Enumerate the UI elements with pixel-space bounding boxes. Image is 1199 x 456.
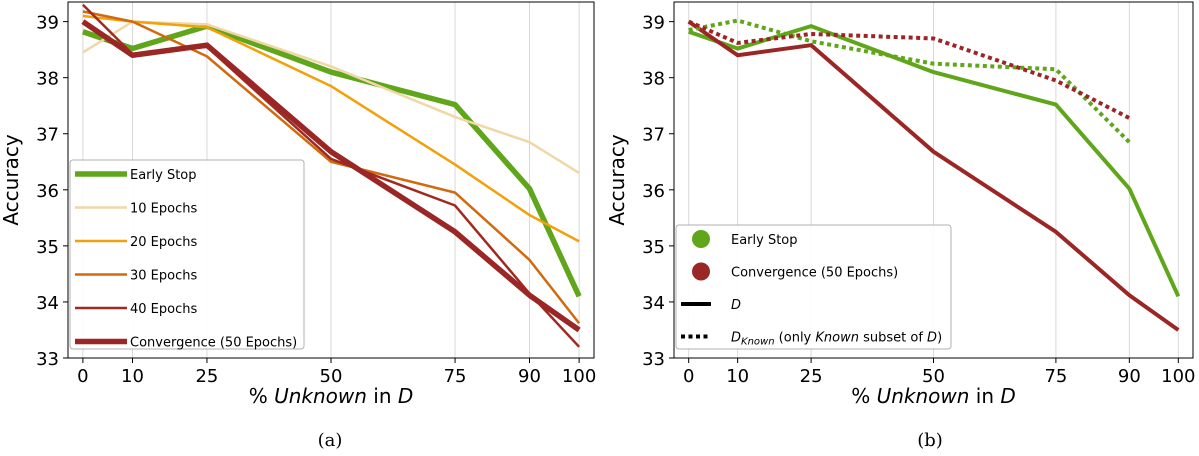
y-tick-label: 35 — [36, 237, 59, 258]
legend-label: 20 Epochs — [130, 235, 197, 250]
series-line — [688, 18, 1131, 144]
x-tick-label: 100 — [1161, 366, 1195, 387]
panel-caption: (a) — [318, 430, 343, 451]
y-axis-label: Accuracy — [0, 134, 23, 225]
y-tick-label: 39 — [36, 13, 59, 34]
y-tick-label: 39 — [642, 13, 665, 34]
y-axis-label: Accuracy — [605, 134, 629, 225]
y-tick-label: 35 — [642, 237, 665, 258]
x-tick-label: 0 — [77, 366, 88, 387]
y-tick-label: 37 — [36, 125, 59, 146]
legend: Early Stop 10 Epochs 20 Epochs 30 Epochs 40 … — [69, 159, 305, 351]
x-tick-label: 50 — [320, 366, 343, 387]
series-line — [688, 24, 1181, 298]
series-line — [81, 19, 581, 333]
chart-panel-b: 33 34 35 36 37 38 39 0 10 25 50 75 90 100 Accuracy % Un… — [605, 1, 1195, 451]
y-tick-label: 38 — [36, 69, 59, 90]
y-tick-label: 36 — [642, 181, 665, 202]
x-tick-label: 75 — [444, 366, 467, 387]
legend-label: 30 Epochs — [130, 269, 197, 284]
legend-box — [675, 224, 952, 350]
x-tick-label: 10 — [121, 366, 144, 387]
x-tick-label: 90 — [1118, 366, 1141, 387]
x-axis-label: % Unknown in D — [249, 384, 414, 408]
series-line — [82, 23, 582, 298]
y-tick-label: 33 — [36, 349, 59, 370]
x-tick-label: 10 — [726, 366, 749, 387]
y-tick-label: 36 — [36, 181, 59, 202]
x-tick-label: 25 — [800, 366, 823, 387]
x-axis-label: % Unknown in D — [851, 384, 1016, 408]
legend-label: 10 Epochs — [130, 202, 197, 217]
y-tick-label: 34 — [36, 293, 59, 314]
legend-swatch — [692, 262, 710, 281]
y-tick-label: 33 — [642, 349, 665, 370]
y-tick-label: 34 — [642, 293, 665, 314]
legend-label: Early Stop — [731, 233, 798, 248]
chart-panel-a: 33 34 35 36 37 38 39 0 10 25 50 75 90 100 Accuracy % Un… — [0, 1, 596, 451]
legend-label: Convergence (50 Epochs) — [731, 266, 898, 281]
legend: Early Stop Convergence (50 Epochs) D DKnown… — [675, 224, 952, 350]
series-line — [687, 19, 1180, 332]
x-tick-label: 100 — [562, 366, 596, 387]
legend-label: Early Stop — [130, 168, 197, 183]
legend-label: 40 Epochs — [130, 302, 197, 317]
legend-label: DKnown (only Known subset of D) — [731, 331, 942, 348]
x-tick-label: 25 — [195, 366, 218, 387]
legend-box — [69, 159, 305, 350]
legend-label: Convergence (50 Epochs) — [130, 336, 297, 351]
x-tick-label: 90 — [518, 366, 541, 387]
legend-label: D — [731, 298, 741, 313]
legend-swatch — [692, 230, 710, 248]
series-line — [82, 10, 581, 325]
series-line — [687, 19, 1131, 120]
x-tick-label: 0 — [683, 366, 694, 387]
y-tick-label: 37 — [642, 125, 665, 146]
panel-caption: (b) — [917, 430, 943, 451]
y-tick-label: 38 — [642, 69, 665, 90]
x-tick-label: 75 — [1044, 366, 1067, 387]
x-tick-label: 50 — [922, 366, 945, 387]
